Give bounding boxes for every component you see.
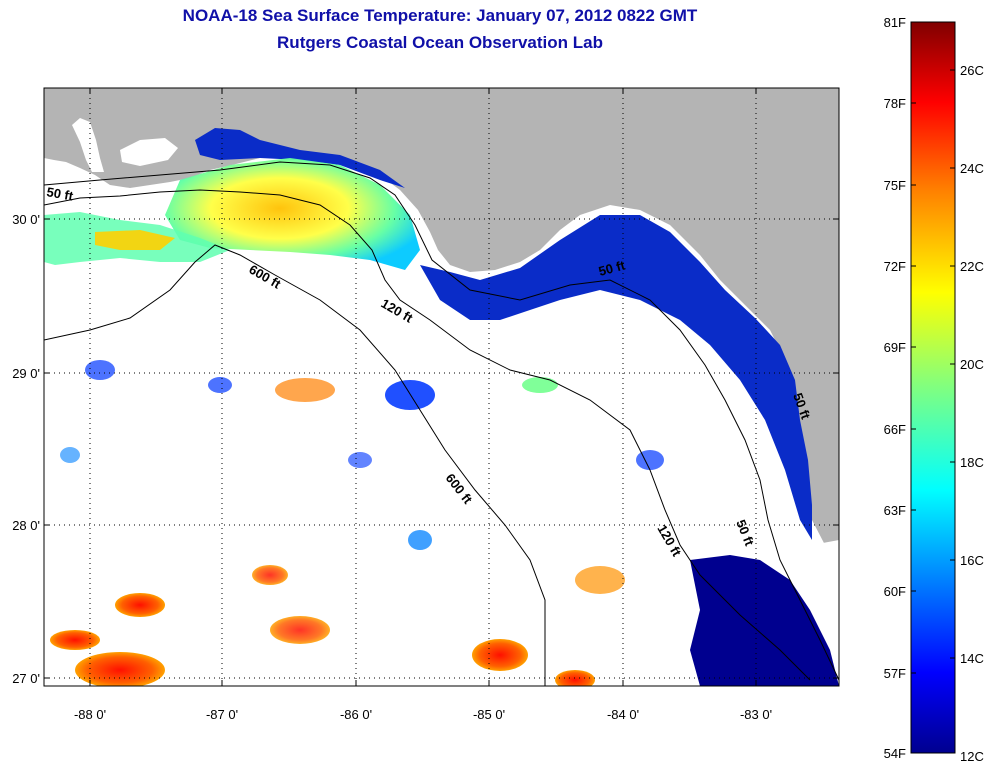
colorbar-f-label: 57F: [884, 666, 906, 681]
cold-water-coast: [420, 215, 812, 540]
sst-patch: [208, 377, 232, 393]
colorbar-ticks: [911, 21, 955, 754]
colorbar-c-label: 24C: [960, 161, 984, 176]
lat-tick-label: 29 0': [12, 366, 40, 381]
sst-patch: [252, 565, 288, 585]
colorbar-c-label: 22C: [960, 259, 984, 274]
map-subtitle: Rutgers Coastal Ocean Observation Lab: [277, 33, 603, 52]
sst-patch: [348, 452, 372, 468]
contour-600ft-north: [44, 244, 546, 686]
contour-label: 50 ft: [45, 184, 75, 204]
sst-patch: [75, 652, 165, 686]
sst-patch: [270, 616, 330, 644]
contour-label: 50 ft: [597, 257, 627, 279]
lon-tick-label: -85 0': [473, 707, 505, 722]
colorbar-f-label: 72F: [884, 259, 906, 274]
lon-tick-label: -87 0': [206, 707, 238, 722]
colorbar-f-label: 75F: [884, 178, 906, 193]
sst-patch: [636, 450, 664, 470]
plot-frame: [43, 87, 840, 687]
lon-tick-label: -84 0': [607, 707, 639, 722]
colorbar-f-label: 63F: [884, 503, 906, 518]
colorbar-c-label: 14C: [960, 651, 984, 666]
pensacola-bay: [120, 138, 178, 166]
colorbar-f-label: 60F: [884, 584, 906, 599]
map-title: NOAA-18 Sea Surface Temperature: January…: [182, 6, 698, 25]
sst-patch: [115, 593, 165, 617]
lon-tick-label: -86 0': [340, 707, 372, 722]
colorbar-f-label: 69F: [884, 340, 906, 355]
colorbar-f-label: 54F: [884, 746, 906, 761]
colorbar-f-label: 78F: [884, 96, 906, 111]
lat-tick-label: 27 0': [12, 671, 40, 686]
contour-120ft: [44, 189, 811, 681]
lat-tick-label: 30 0': [12, 212, 40, 227]
lon-tick-label: -83 0': [740, 707, 772, 722]
colorbar-c-label: 26C: [960, 63, 984, 78]
sst-patch: [275, 378, 335, 402]
colorbar-f-label: 66F: [884, 422, 906, 437]
sst-patch: [50, 630, 100, 650]
cold-water-south: [690, 555, 839, 686]
colorbar-c-label: 20C: [960, 357, 984, 372]
land-florida: [44, 88, 839, 545]
mobile-bay: [72, 118, 104, 172]
sst-patch: [60, 447, 80, 463]
colorbar-c-label: 16C: [960, 553, 984, 568]
cold-water-panhandle: [195, 128, 405, 188]
lake-okeechobee-area: [812, 540, 839, 620]
colorbar-c-label: 12C: [960, 749, 984, 764]
sst-patch: [385, 380, 435, 410]
sst-patch: [85, 360, 115, 380]
warm-plume: [165, 158, 420, 270]
sst-patch: [408, 530, 432, 550]
sst-patch: [575, 566, 625, 594]
colorbar: [910, 21, 956, 754]
axis-ticks: [44, 88, 839, 686]
sst-patch: [522, 377, 558, 393]
sst-patch: [472, 639, 528, 671]
contour-50ft: [44, 161, 839, 681]
lat-tick-label: 28 0': [12, 518, 40, 533]
lon-tick-label: -88 0': [74, 707, 106, 722]
warm-band-west-core: [95, 230, 175, 250]
sst-patch: [555, 670, 595, 686]
colorbar-c-label: 18C: [960, 455, 984, 470]
colorbar-f-label: 81F: [884, 15, 906, 30]
